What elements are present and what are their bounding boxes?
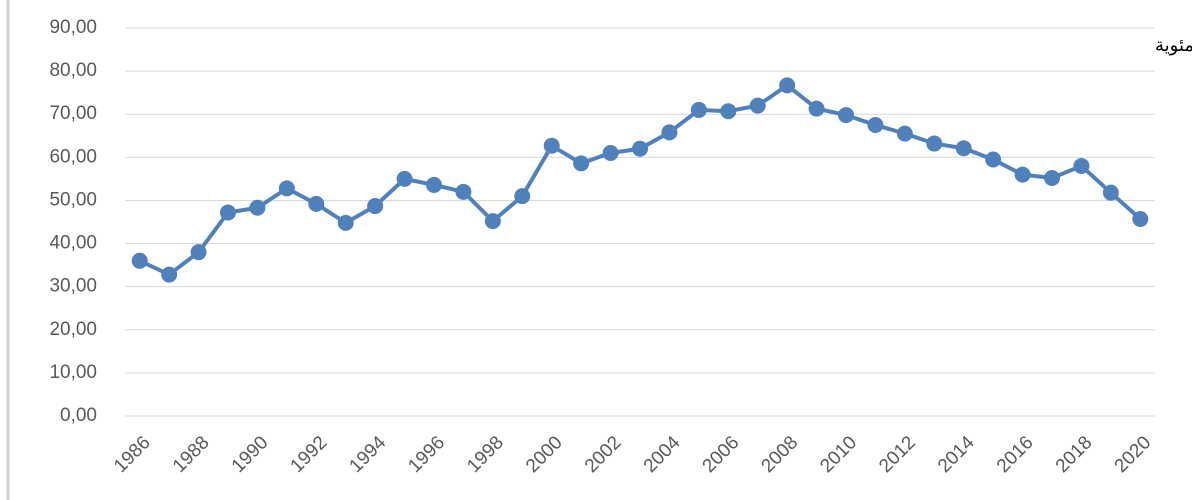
y-tick-label: 60,00 <box>49 146 97 167</box>
x-tick-label: 1990 <box>228 432 273 477</box>
data-point <box>573 155 590 172</box>
y-tick-label: 70,00 <box>49 103 97 124</box>
data-point <box>720 103 737 120</box>
y-tick-label: 90,00 <box>49 17 97 38</box>
data-point <box>985 151 1002 168</box>
x-tick-label: 2010 <box>816 432 861 477</box>
y-tick-label: 80,00 <box>49 60 97 81</box>
data-point <box>249 199 266 216</box>
y-tick-label: 30,00 <box>49 276 97 297</box>
x-tick-label: 2014 <box>934 432 979 477</box>
x-tick-label: 2016 <box>993 432 1038 477</box>
unit-annotation: الوحدة: نسبة مئوية <box>1155 35 1192 56</box>
data-point <box>543 137 560 154</box>
data-point <box>867 117 884 133</box>
x-tick-label: 1988 <box>169 432 214 477</box>
x-tick-label: 1998 <box>463 432 508 477</box>
data-point <box>426 176 442 193</box>
y-tick-label: 10,00 <box>49 362 97 383</box>
data-point <box>220 204 236 221</box>
y-tick-label: 40,00 <box>49 233 97 254</box>
data-point <box>1102 184 1119 201</box>
data-point <box>161 266 178 283</box>
x-tick-label: 1986 <box>110 432 155 477</box>
data-point <box>602 145 619 162</box>
data-point <box>484 213 501 230</box>
data-point <box>838 107 854 124</box>
y-tick-label: 20,00 <box>49 319 97 340</box>
x-tick-label: 2020 <box>1111 432 1156 477</box>
data-point <box>1044 170 1060 187</box>
data-point <box>808 100 825 117</box>
data-point <box>367 198 384 215</box>
data-point <box>308 195 325 212</box>
x-tick-label: 1996 <box>404 432 449 477</box>
data-point <box>455 183 472 200</box>
data-point <box>278 180 295 197</box>
x-tick-label: 2018 <box>1052 432 1097 477</box>
x-tick-label: 2008 <box>757 432 802 477</box>
x-tick-label: 2012 <box>875 432 920 477</box>
data-point <box>661 124 678 141</box>
data-point <box>337 214 354 231</box>
data-point <box>514 188 531 205</box>
data-point <box>632 140 648 157</box>
data-point <box>131 252 148 269</box>
y-tick-label: 0,00 <box>60 405 97 426</box>
x-tick-label: 2004 <box>640 432 685 477</box>
x-tick-label: 2000 <box>522 432 567 477</box>
data-point <box>749 97 766 114</box>
x-tick-label: 2006 <box>699 432 744 477</box>
data-point <box>1014 166 1031 183</box>
x-tick-label: 1992 <box>287 432 332 477</box>
data-point <box>1073 157 1090 174</box>
x-tick-label: 2002 <box>581 432 626 477</box>
data-point <box>190 244 207 261</box>
data-point <box>779 77 796 94</box>
data-point <box>926 135 943 152</box>
data-point <box>690 101 707 118</box>
data-point <box>396 170 413 187</box>
data-point <box>955 140 972 157</box>
y-tick-label: 50,00 <box>49 189 97 210</box>
data-point <box>896 125 913 142</box>
data-point <box>1132 210 1149 227</box>
x-tick-label: 1994 <box>345 432 390 477</box>
